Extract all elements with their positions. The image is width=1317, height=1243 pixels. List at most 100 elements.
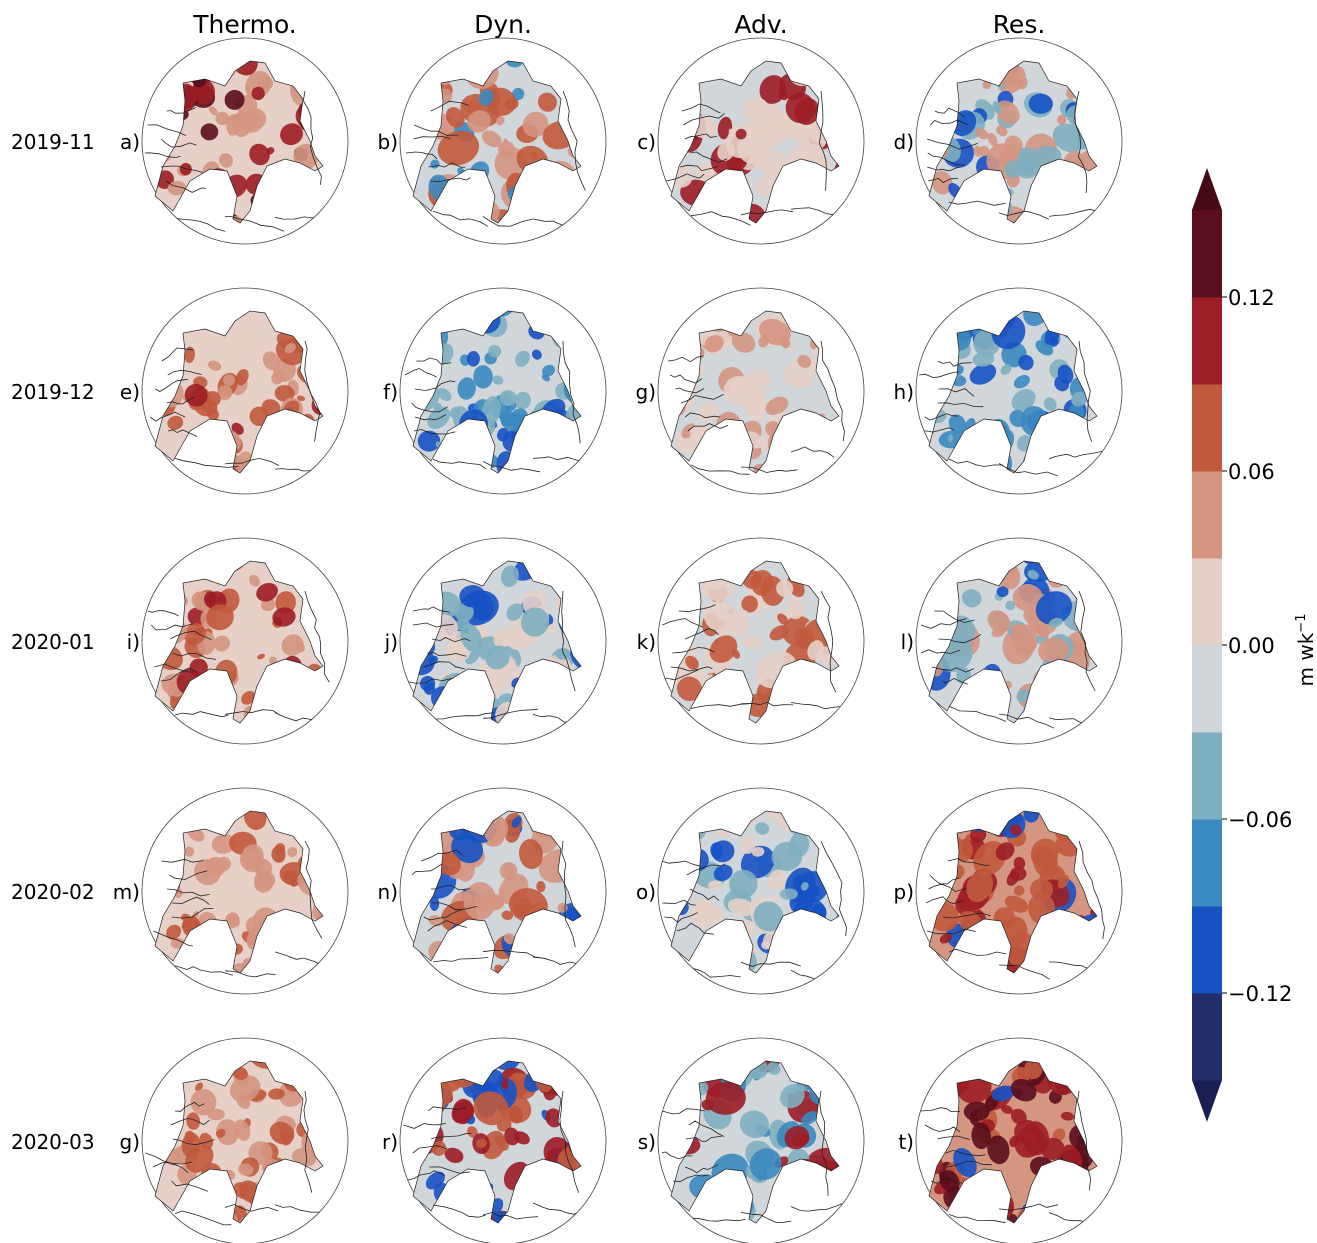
map-panel: j) xyxy=(384,537,607,745)
colorbar-segment xyxy=(1192,819,1222,907)
map-panel: a) xyxy=(120,37,349,245)
coastline xyxy=(661,590,840,710)
colorbar-segment xyxy=(1192,993,1222,1081)
colorbar-segment xyxy=(1192,210,1222,298)
colorbar-label-text: m wk xyxy=(1294,632,1317,686)
map-panel: m) xyxy=(113,787,349,995)
coastline xyxy=(666,90,845,226)
panel-label: f) xyxy=(383,380,398,404)
coastline xyxy=(920,590,1099,729)
ice-edge xyxy=(412,810,582,974)
map-panel: l) xyxy=(901,537,1123,745)
panel-label: n) xyxy=(378,880,398,904)
map-panel: c) xyxy=(637,37,865,245)
panel-label: t) xyxy=(898,1130,914,1154)
map-panel: t) xyxy=(898,1037,1123,1243)
ice-edge xyxy=(928,560,1098,724)
coastline xyxy=(926,90,1101,220)
colorbar-tick-label: 0.06 xyxy=(1228,460,1275,484)
map-panels: a) b) c) d) e) f) g) h) i) j) k) l) m) n) o) p) g) r) s) t) xyxy=(113,37,1123,1243)
coastline xyxy=(403,590,586,724)
ice-edge xyxy=(928,310,1098,474)
panel-label: p) xyxy=(894,880,915,904)
ice-edge xyxy=(670,310,840,474)
colorbar-segment xyxy=(1192,297,1222,385)
panel-label: s) xyxy=(638,1130,656,1154)
column-titles: Thermo. Dyn. Adv. Res. xyxy=(192,10,1045,39)
ice-edge xyxy=(154,60,324,224)
ice-edge xyxy=(670,810,840,974)
panel-label: c) xyxy=(637,130,656,154)
ice-edge xyxy=(928,60,1098,224)
panel-label: k) xyxy=(637,630,656,654)
ice-edge xyxy=(412,310,582,474)
coastline xyxy=(919,340,1106,477)
map-panel: o) xyxy=(636,787,865,995)
coastline xyxy=(668,340,845,475)
panel-label: i) xyxy=(127,630,140,654)
colorbar-tick-label: −0.06 xyxy=(1228,808,1292,832)
ice-edge xyxy=(928,810,1098,974)
map-panel: r) xyxy=(382,1037,607,1243)
row-labels: 2019-11 2019-12 2020-01 2020-02 2020-03 xyxy=(11,130,95,1154)
coastline xyxy=(144,90,328,232)
map-panel: g) xyxy=(120,1037,349,1243)
map-panel: b) xyxy=(378,37,607,245)
ice-edge xyxy=(154,310,324,474)
ice-edge xyxy=(412,60,582,224)
map-panel: k) xyxy=(637,537,865,745)
panel-label: d) xyxy=(894,130,915,154)
panel-label: a) xyxy=(120,130,140,154)
ice-edge xyxy=(670,1060,840,1224)
coastline xyxy=(411,840,592,970)
ice-edge xyxy=(670,560,840,724)
map-panel: p) xyxy=(894,787,1123,995)
ice-edge xyxy=(412,560,582,724)
colorbar-label-superscript: −1 xyxy=(1294,614,1309,633)
map-panel: s) xyxy=(638,1037,865,1243)
column-title: Adv. xyxy=(734,10,787,39)
colorbar-tick-label: 0.00 xyxy=(1228,634,1275,658)
column-title: Thermo. xyxy=(192,10,297,39)
map-panel: f) xyxy=(383,287,607,495)
colorbar-extend-max xyxy=(1192,168,1222,210)
ice-edge xyxy=(154,1060,324,1224)
row-label: 2020-02 xyxy=(11,880,95,904)
coastline xyxy=(145,1090,328,1226)
panel-label: l) xyxy=(901,630,914,654)
map-panel: n) xyxy=(378,787,607,995)
coastline xyxy=(404,340,586,473)
colorbar-segment xyxy=(1192,471,1222,559)
map-panel: g) xyxy=(636,287,865,495)
colorbar-tick-label: 0.12 xyxy=(1228,286,1275,310)
coastline xyxy=(403,1090,585,1220)
colorbar-segment xyxy=(1192,384,1222,472)
panel-label: b) xyxy=(378,130,399,154)
coastline xyxy=(920,1090,1103,1226)
panel-label: o) xyxy=(636,880,656,904)
colorbar: 0.12 0.06 0.00 −0.06 −0.12 m wk−1 xyxy=(1192,168,1317,1122)
colorbar-segment xyxy=(1192,906,1222,994)
coastline xyxy=(661,1090,843,1223)
ice-edge xyxy=(412,1060,582,1224)
coastline xyxy=(925,840,1105,980)
ice-edge xyxy=(154,810,324,974)
colorbar-label: m wk−1 xyxy=(1294,614,1317,687)
ice-edge xyxy=(928,1060,1098,1224)
row-label: 2020-03 xyxy=(11,1130,95,1154)
map-panel: e) xyxy=(120,287,349,495)
panel-label: r) xyxy=(382,1130,398,1154)
map-panel: h) xyxy=(894,287,1123,495)
panel-label: e) xyxy=(120,380,140,404)
ice-edge xyxy=(154,560,324,724)
ice-edge xyxy=(670,60,840,224)
map-panel: i) xyxy=(127,537,349,745)
colorbar-tick-label: −0.12 xyxy=(1228,982,1292,1006)
coastline xyxy=(149,340,326,476)
coastline xyxy=(153,840,333,978)
row-label: 2020-01 xyxy=(11,630,95,654)
colorbar-segment xyxy=(1192,732,1222,820)
panel-label: g) xyxy=(120,1130,141,1154)
row-label: 2019-11 xyxy=(11,130,95,154)
